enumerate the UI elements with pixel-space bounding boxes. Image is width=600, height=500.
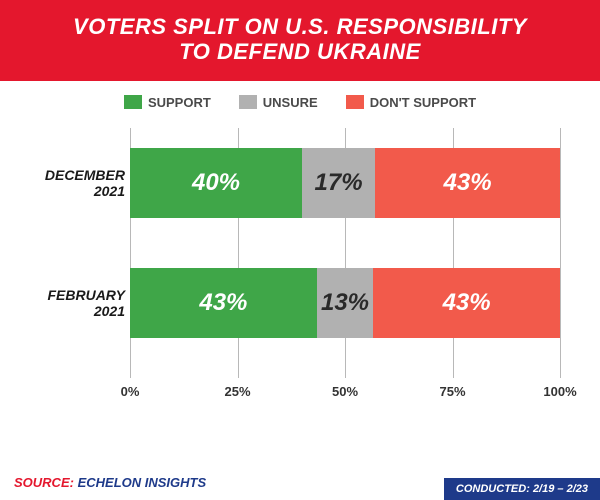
legend-swatch	[346, 95, 364, 109]
legend-label: SUPPORT	[148, 95, 211, 110]
source-value: ECHELON INSIGHTS	[78, 475, 207, 490]
legend-item-support: SUPPORT	[124, 95, 211, 110]
bar-row: 43%13%43%	[130, 268, 560, 338]
header-line2: TO DEFEND UKRAINE	[20, 39, 580, 64]
y-axis-label: FEBRUARY2021	[30, 287, 125, 321]
bar-segment: 40%	[130, 148, 302, 218]
bar-segment: 13%	[317, 268, 373, 338]
x-tick-label: 75%	[439, 384, 465, 399]
conducted-badge: CONDUCTED: 2/19 – 2/23	[444, 478, 600, 500]
legend-swatch	[239, 95, 257, 109]
x-tick-label: 0%	[121, 384, 140, 399]
x-axis: 0%25%50%75%100%	[130, 378, 560, 418]
footer: SOURCE: ECHELON INSIGHTS CONDUCTED: 2/19…	[0, 464, 600, 500]
bar-row: 40%17%43%	[130, 148, 560, 218]
legend: SUPPORT UNSURE DON'T SUPPORT	[0, 81, 600, 118]
source-label: SOURCE:	[14, 475, 74, 490]
bar-segment: 17%	[302, 148, 375, 218]
legend-label: UNSURE	[263, 95, 318, 110]
plot-area: 40%17%43%43%13%43%	[130, 128, 560, 378]
gridline	[560, 128, 561, 378]
x-tick-label: 50%	[332, 384, 358, 399]
legend-item-dont-support: DON'T SUPPORT	[346, 95, 476, 110]
conducted-value: 2/19 – 2/23	[533, 483, 588, 495]
bar-segment: 43%	[375, 148, 560, 218]
chart: 40%17%43%43%13%43% DECEMBER2021FEBRUARY2…	[30, 128, 570, 418]
chart-header: VOTERS SPLIT ON U.S. RESPONSIBILITY TO D…	[0, 0, 600, 81]
conducted-label: CONDUCTED:	[456, 483, 530, 495]
legend-swatch	[124, 95, 142, 109]
bar-segment: 43%	[130, 268, 317, 338]
legend-item-unsure: UNSURE	[239, 95, 318, 110]
source-attribution: SOURCE: ECHELON INSIGHTS	[14, 475, 206, 490]
legend-label: DON'T SUPPORT	[370, 95, 476, 110]
x-tick-label: 100%	[543, 384, 576, 399]
header-line1: VOTERS SPLIT ON U.S. RESPONSIBILITY	[20, 14, 580, 39]
x-tick-label: 25%	[224, 384, 250, 399]
y-axis-label: DECEMBER2021	[30, 167, 125, 201]
bar-segment: 43%	[373, 268, 560, 338]
